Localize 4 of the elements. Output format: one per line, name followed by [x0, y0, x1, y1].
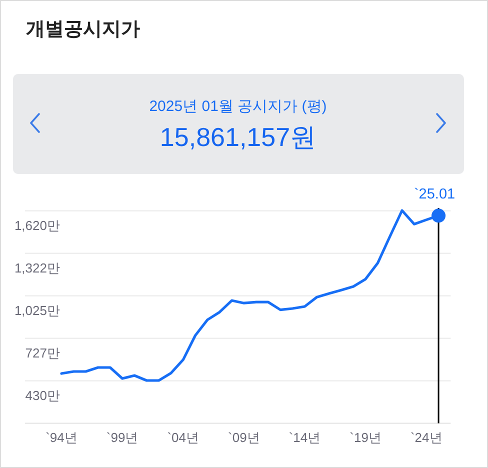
annotation: `25.01	[414, 186, 456, 203]
title: 개별공시지가	[26, 19, 140, 40]
annotation: 15,861,157원	[160, 122, 316, 152]
subtitle: 2025년 01월 공시지가 (평)	[149, 98, 327, 115]
